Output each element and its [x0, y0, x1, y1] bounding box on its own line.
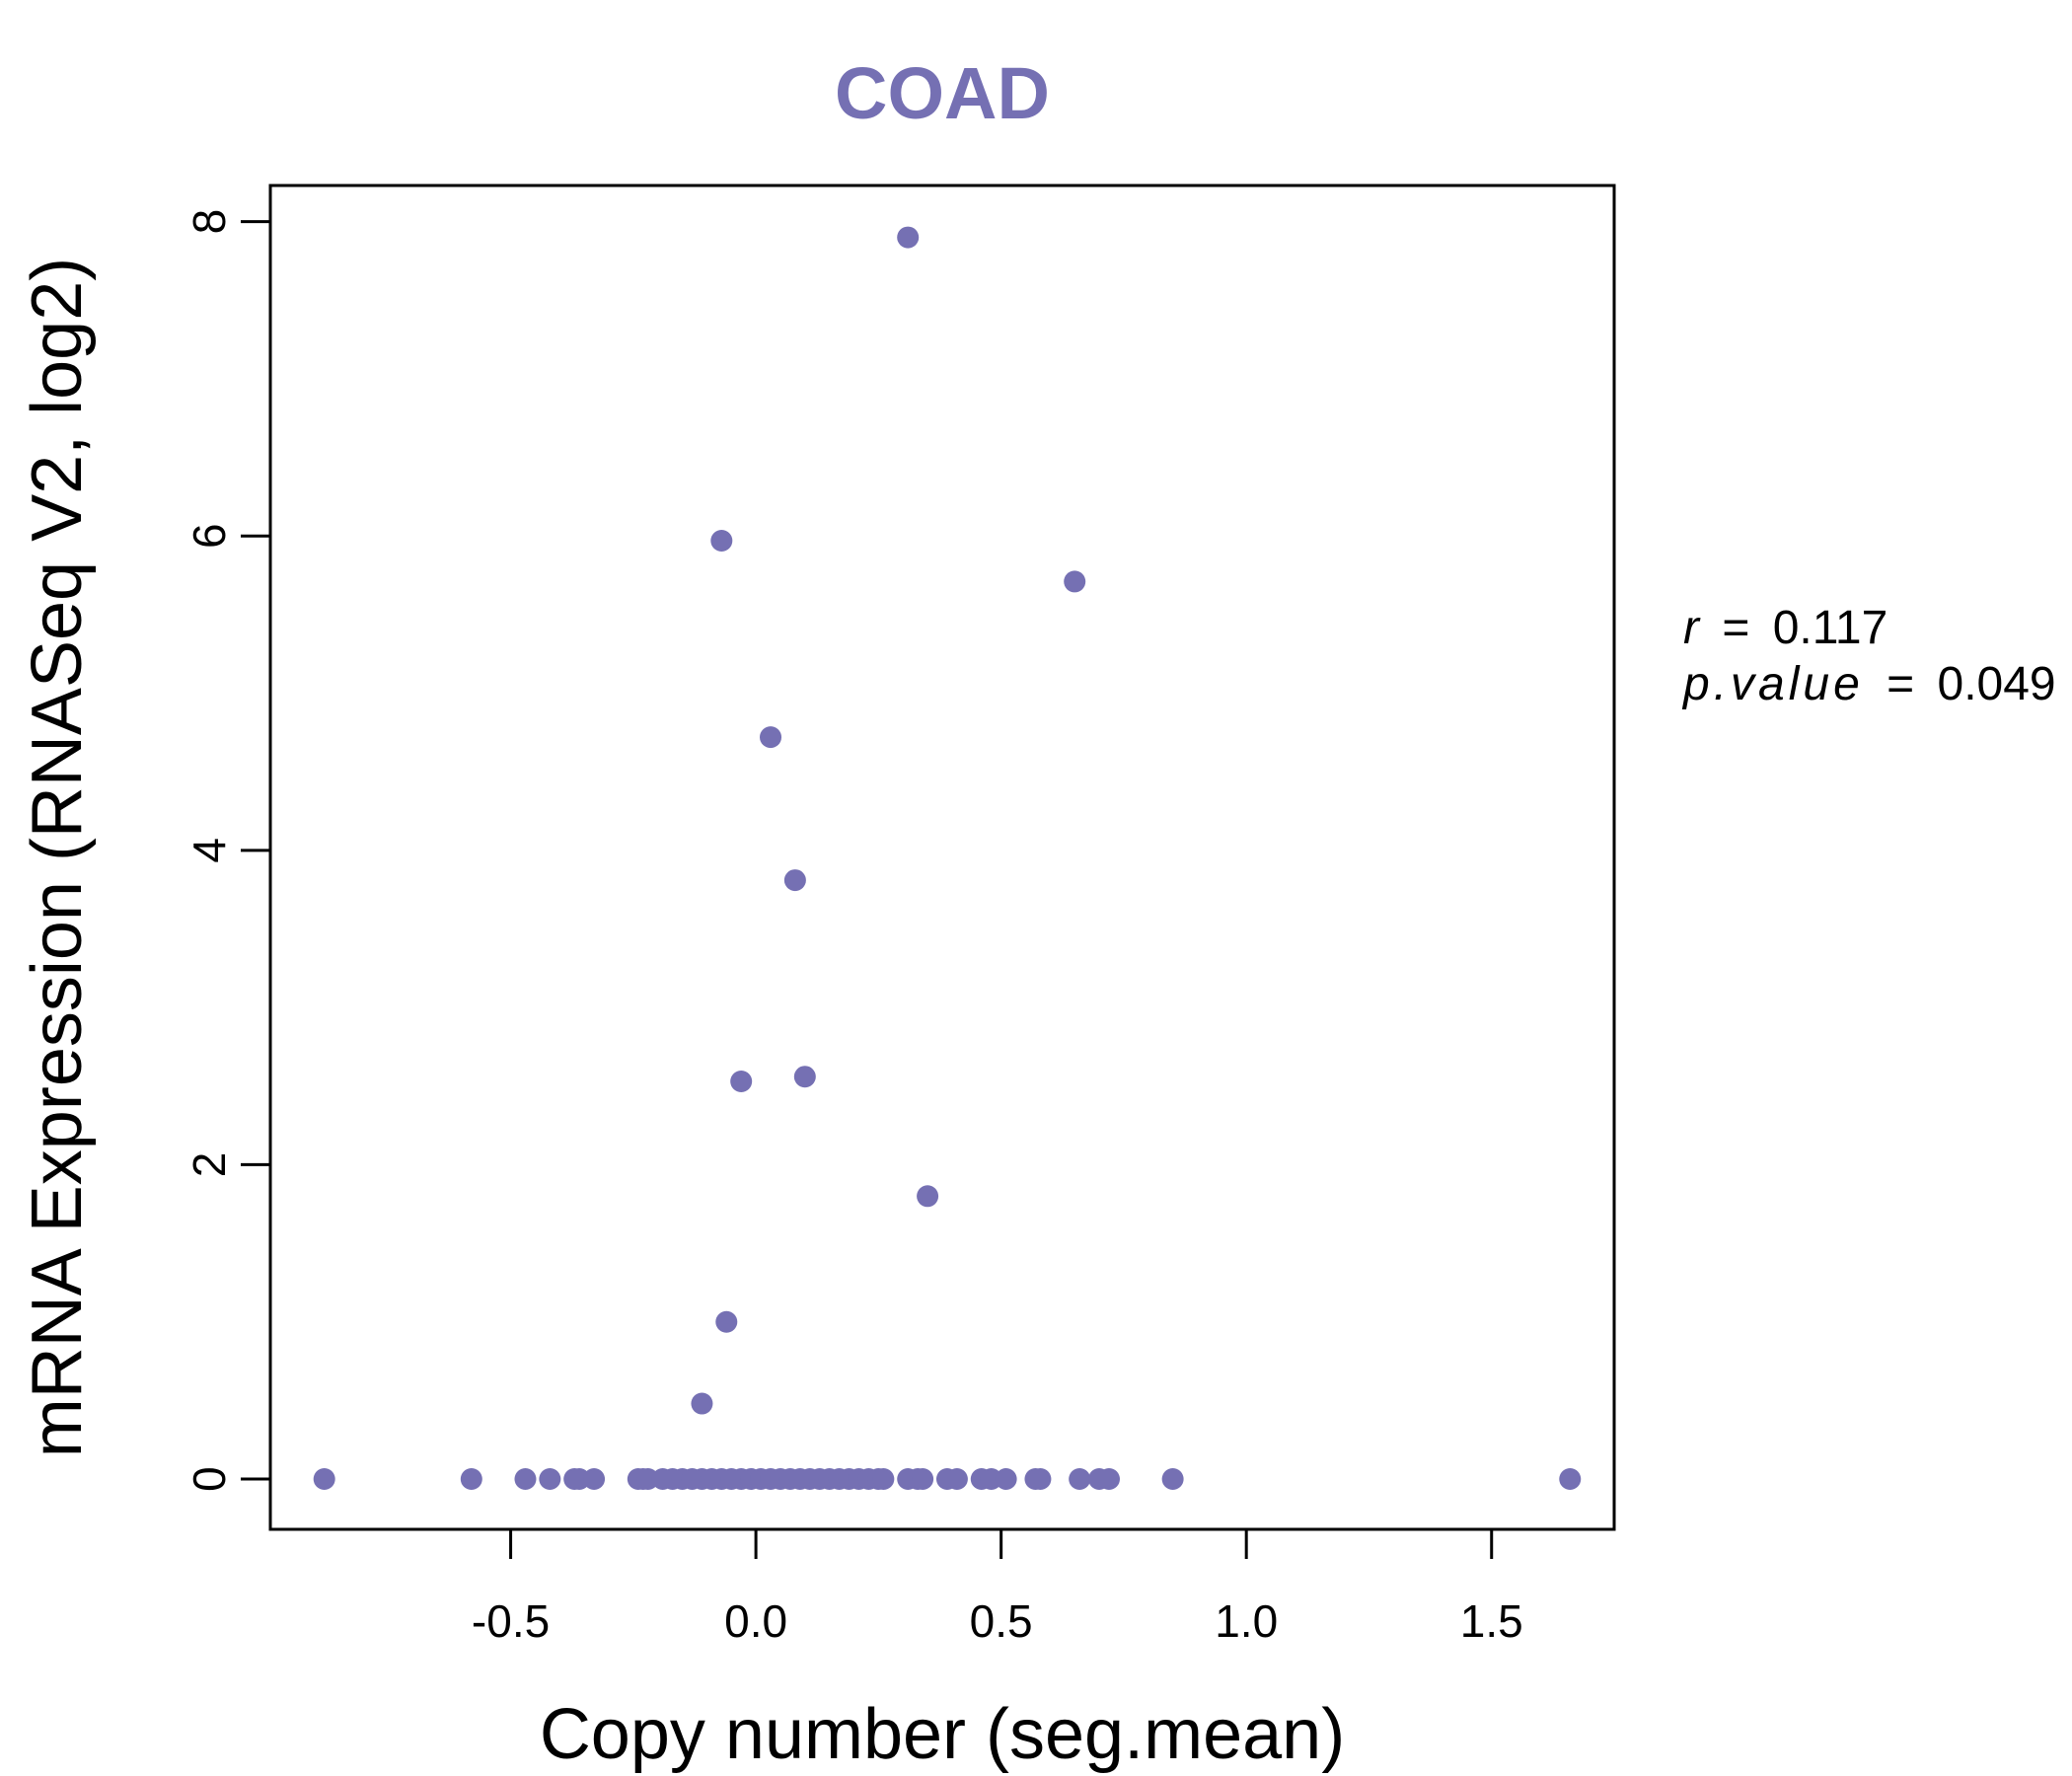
- p-equals: =: [1887, 658, 1914, 710]
- y-axis-title: mRNA Expression (RNASeq V2, log2): [18, 258, 97, 1457]
- x-tick-label: 1.5: [1460, 1595, 1523, 1647]
- r-label: r: [1683, 602, 1701, 654]
- stats-annotation: r = 0.117 p.value = 0.049: [1681, 602, 2056, 710]
- data-point: [793, 1066, 816, 1088]
- data-points: [313, 226, 1582, 1491]
- y-axis: 0 2 4 6 8: [184, 209, 272, 1492]
- x-tick-label: 1.0: [1215, 1595, 1278, 1647]
- data-point: [995, 1468, 1017, 1491]
- p-label: p.value: [1681, 658, 1864, 710]
- data-point: [691, 1392, 713, 1415]
- y-tick-label: 0: [184, 1466, 235, 1492]
- r-stat: r = 0.117: [1683, 602, 1887, 654]
- y-tick-label: 2: [184, 1152, 235, 1178]
- p-value: 0.049: [1938, 658, 2056, 710]
- data-point: [917, 1185, 939, 1208]
- data-point: [1064, 570, 1086, 593]
- data-point: [539, 1468, 561, 1491]
- x-tick-label: 0.0: [724, 1595, 787, 1647]
- data-point: [760, 726, 782, 749]
- data-point: [945, 1468, 968, 1491]
- chart-title: COAD: [835, 52, 1050, 134]
- p-stat: p.value = 0.049: [1681, 658, 2056, 710]
- x-axis-title: Copy number (seg.mean): [540, 1695, 1345, 1774]
- data-point: [715, 1310, 738, 1333]
- data-point: [897, 226, 920, 249]
- data-point: [872, 1468, 895, 1491]
- data-point: [730, 1071, 753, 1092]
- data-point: [1069, 1468, 1091, 1491]
- data-point: [710, 530, 733, 553]
- data-point: [1559, 1468, 1582, 1491]
- y-tick-label: 6: [184, 523, 235, 549]
- data-point: [1029, 1468, 1052, 1491]
- r-value: 0.117: [1773, 602, 1888, 654]
- data-point: [1098, 1468, 1121, 1491]
- x-tick-label: 0.5: [970, 1595, 1033, 1647]
- data-point: [783, 869, 806, 892]
- plot-frame: [268, 184, 1616, 1531]
- data-point: [313, 1468, 335, 1491]
- data-point: [912, 1468, 934, 1491]
- data-point: [460, 1468, 482, 1491]
- data-point: [514, 1468, 537, 1491]
- y-tick-label: 4: [184, 838, 235, 863]
- y-tick-label: 8: [184, 209, 235, 235]
- data-point: [583, 1468, 606, 1491]
- data-point: [1161, 1468, 1184, 1491]
- x-tick-label: -0.5: [472, 1595, 550, 1647]
- r-equals: =: [1722, 602, 1749, 654]
- x-axis: -0.5 0.0 0.5 1.0 1.5: [472, 1527, 1523, 1647]
